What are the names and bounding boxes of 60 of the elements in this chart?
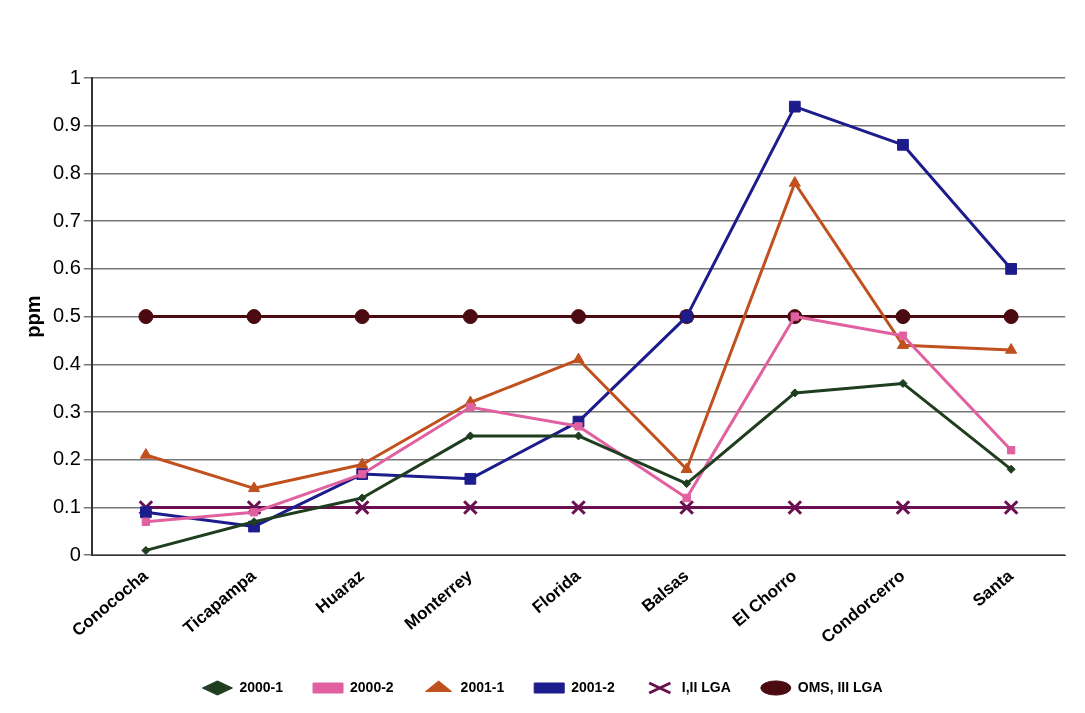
point <box>572 352 585 364</box>
point <box>249 508 259 517</box>
point <box>1003 309 1019 325</box>
point <box>466 403 475 412</box>
point <box>462 309 478 325</box>
point <box>1006 446 1016 455</box>
y-tick-label: 0.8 <box>52 160 81 183</box>
y-tick-label: 0.4 <box>52 351 81 374</box>
point <box>680 462 693 473</box>
point <box>897 138 909 151</box>
point <box>570 499 587 516</box>
y-tick-label: 0.3 <box>52 399 81 422</box>
y-tick-label: 0 <box>69 542 81 565</box>
point <box>141 545 151 555</box>
point <box>357 493 367 503</box>
y-tick-label: 0.6 <box>52 256 81 279</box>
point <box>1003 499 1019 516</box>
point <box>246 309 262 325</box>
point <box>682 493 691 503</box>
point <box>354 309 370 325</box>
point <box>247 481 261 493</box>
point <box>896 338 910 349</box>
point <box>788 176 801 187</box>
point <box>464 472 477 485</box>
point <box>898 331 908 340</box>
y-tick-label: 0.5 <box>52 304 81 327</box>
point <box>354 499 370 516</box>
point <box>1005 263 1017 275</box>
legend-label: I,II LGA <box>681 678 731 695</box>
legend-label: OMS, III LGA <box>797 678 883 695</box>
point <box>787 499 803 516</box>
y-tick-label: 1 <box>69 65 81 88</box>
point <box>678 499 695 516</box>
point <box>788 100 801 113</box>
y-tick-label: 0.1 <box>52 494 81 517</box>
point <box>140 506 152 519</box>
point <box>249 517 259 527</box>
y-axis-title: ppm <box>21 295 44 338</box>
point <box>1006 464 1016 474</box>
legend-label: 2001-1 <box>460 678 505 695</box>
point <box>895 309 911 325</box>
point <box>139 448 152 459</box>
legend-label: 2000-1 <box>239 678 284 695</box>
point <box>141 517 151 526</box>
y-tick-label: 0.2 <box>52 447 81 470</box>
y-tick-label: 0.9 <box>52 113 81 136</box>
point <box>682 479 692 489</box>
point <box>138 309 154 325</box>
legend-label: 2001-2 <box>571 678 616 695</box>
point <box>574 422 583 431</box>
point <box>898 378 908 388</box>
point <box>465 431 475 441</box>
point <box>462 499 479 516</box>
point <box>895 499 911 516</box>
point <box>356 457 369 469</box>
legend-label: 2000-2 <box>350 678 394 695</box>
y-tick-label: 0.7 <box>52 208 81 231</box>
point <box>574 431 583 441</box>
point <box>1005 343 1018 354</box>
point <box>571 309 586 325</box>
